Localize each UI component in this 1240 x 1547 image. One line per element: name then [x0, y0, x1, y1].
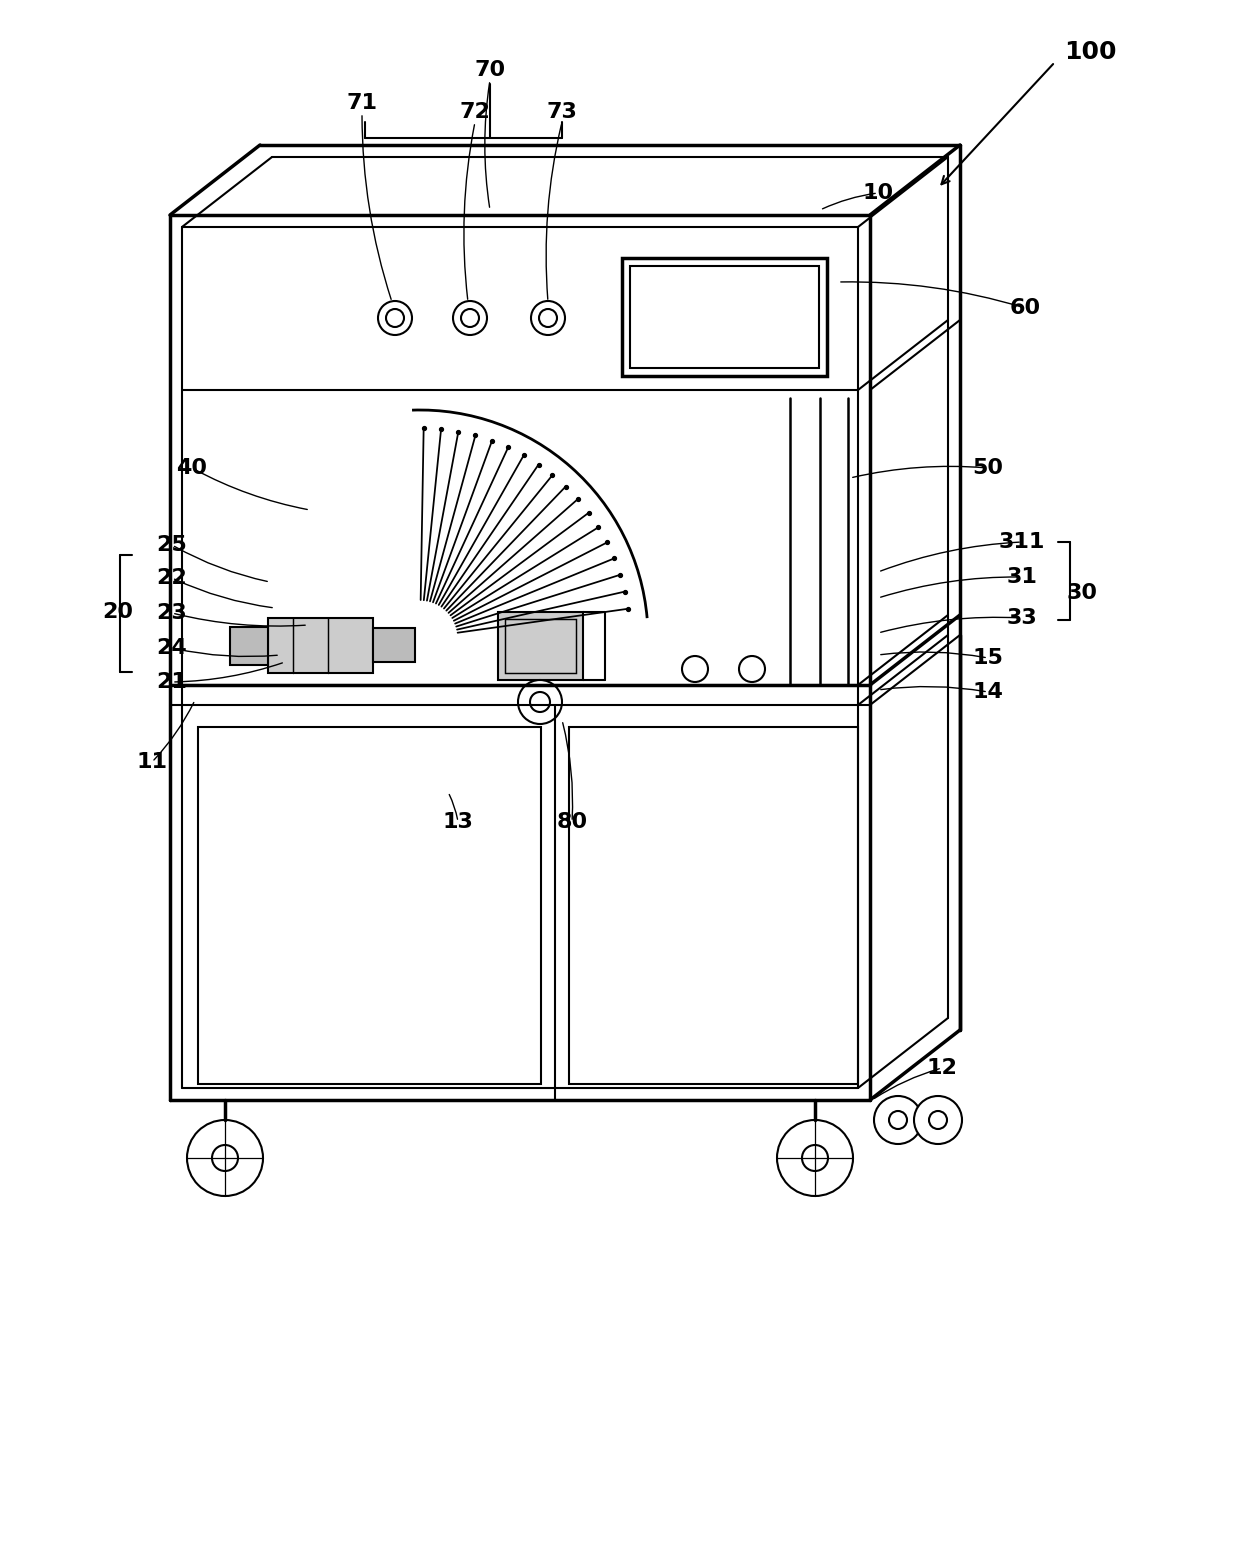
Text: 31: 31 — [1007, 568, 1038, 586]
Bar — [630, 266, 818, 368]
Text: 30: 30 — [1066, 583, 1097, 603]
Bar — [229, 627, 268, 665]
Bar — [373, 628, 415, 662]
Circle shape — [386, 309, 404, 326]
Text: 14: 14 — [972, 682, 1003, 702]
Text: 20: 20 — [103, 602, 134, 622]
Circle shape — [682, 656, 708, 682]
Text: 13: 13 — [443, 812, 474, 832]
Text: 311: 311 — [998, 532, 1045, 552]
Circle shape — [212, 1145, 238, 1171]
Text: 10: 10 — [863, 183, 894, 203]
Circle shape — [453, 302, 487, 336]
Circle shape — [874, 1095, 923, 1143]
Text: 80: 80 — [557, 812, 588, 832]
Circle shape — [802, 1145, 828, 1171]
Text: 73: 73 — [547, 102, 578, 122]
Text: 12: 12 — [926, 1058, 957, 1078]
Text: 23: 23 — [156, 603, 187, 623]
Text: 40: 40 — [176, 458, 207, 478]
Bar — [505, 619, 577, 673]
Text: 70: 70 — [475, 60, 506, 80]
Circle shape — [378, 302, 412, 336]
Circle shape — [187, 1120, 263, 1196]
Circle shape — [889, 1111, 906, 1129]
Text: 60: 60 — [1009, 299, 1040, 319]
Text: 15: 15 — [972, 648, 1003, 668]
Bar — [622, 258, 827, 376]
Text: 72: 72 — [460, 102, 491, 122]
Circle shape — [461, 309, 479, 326]
Bar — [569, 727, 858, 1084]
Text: 100: 100 — [1064, 40, 1116, 63]
Text: 24: 24 — [156, 637, 187, 657]
Circle shape — [539, 309, 557, 326]
Bar — [268, 617, 373, 673]
Circle shape — [929, 1111, 947, 1129]
Bar — [498, 613, 583, 681]
Circle shape — [531, 302, 565, 336]
Bar — [198, 727, 541, 1084]
Circle shape — [914, 1095, 962, 1143]
Circle shape — [739, 656, 765, 682]
Circle shape — [777, 1120, 853, 1196]
Circle shape — [529, 692, 551, 712]
Text: 25: 25 — [156, 535, 187, 555]
Text: 22: 22 — [156, 568, 187, 588]
Text: 11: 11 — [136, 752, 167, 772]
Text: 21: 21 — [156, 671, 187, 692]
Text: 71: 71 — [346, 93, 377, 113]
Text: 50: 50 — [972, 458, 1003, 478]
Text: 33: 33 — [1007, 608, 1038, 628]
Circle shape — [518, 681, 562, 724]
